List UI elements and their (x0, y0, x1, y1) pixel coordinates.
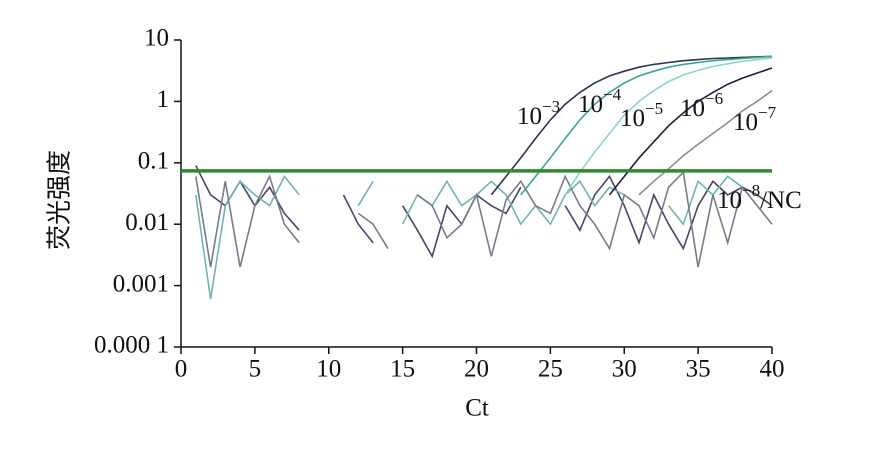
x-tick-label: 5 (249, 356, 262, 383)
x-tick-label: 20 (464, 356, 489, 383)
annotation-exponent: −3 (542, 97, 560, 116)
x-tick-label: 30 (612, 356, 637, 383)
annotation-suffix: /NC (760, 187, 802, 214)
y-tick-label: 0.01 (125, 209, 169, 236)
annotation: 10−7 (733, 103, 777, 136)
x-tick-label: 0 (175, 356, 188, 383)
annotation-exponent: −8 (742, 181, 760, 200)
y-axis-label: 荧光强度 (46, 150, 74, 250)
annotation-base: 10 (578, 91, 603, 118)
annotation-exponent: −5 (645, 99, 663, 118)
series-line (638, 89, 773, 196)
x-tick-label: 10 (316, 356, 341, 383)
annotation-base: 10 (717, 187, 742, 214)
y-tick-label: 0.001 (113, 270, 169, 297)
annotation-base: 10 (733, 109, 758, 136)
y-tick-label: 10 (144, 25, 169, 52)
annotation: 10−8/NC (717, 181, 802, 214)
annotation-base: 10 (517, 103, 542, 130)
x-axis-label: Ct (465, 395, 489, 422)
annotation-exponent: −6 (705, 89, 723, 108)
y-tick-label: 0.000 1 (94, 332, 169, 359)
series-line (520, 55, 773, 196)
series-line (195, 170, 773, 268)
annotation: 10−5 (620, 99, 663, 132)
annotation: 10−4 (578, 85, 622, 118)
annotation: 10−6 (680, 89, 723, 122)
annotation-exponent: −7 (758, 103, 777, 122)
annotation-base: 10 (680, 95, 705, 122)
series-line (608, 67, 773, 196)
x-tick-label: 15 (390, 356, 415, 383)
x-tick-label: 25 (538, 356, 563, 383)
annotation: 10−3 (517, 97, 560, 130)
x-tick-label: 35 (686, 356, 711, 383)
annotation-exponent: −4 (603, 85, 622, 104)
annotation-base: 10 (620, 105, 645, 132)
x-tick-label: 40 (760, 356, 785, 383)
series-line (490, 55, 773, 196)
y-tick-label: 1 (157, 86, 170, 113)
series-line (195, 165, 773, 259)
y-tick-label: 0.1 (138, 148, 169, 175)
series-line (564, 57, 773, 196)
series-line (195, 174, 743, 300)
